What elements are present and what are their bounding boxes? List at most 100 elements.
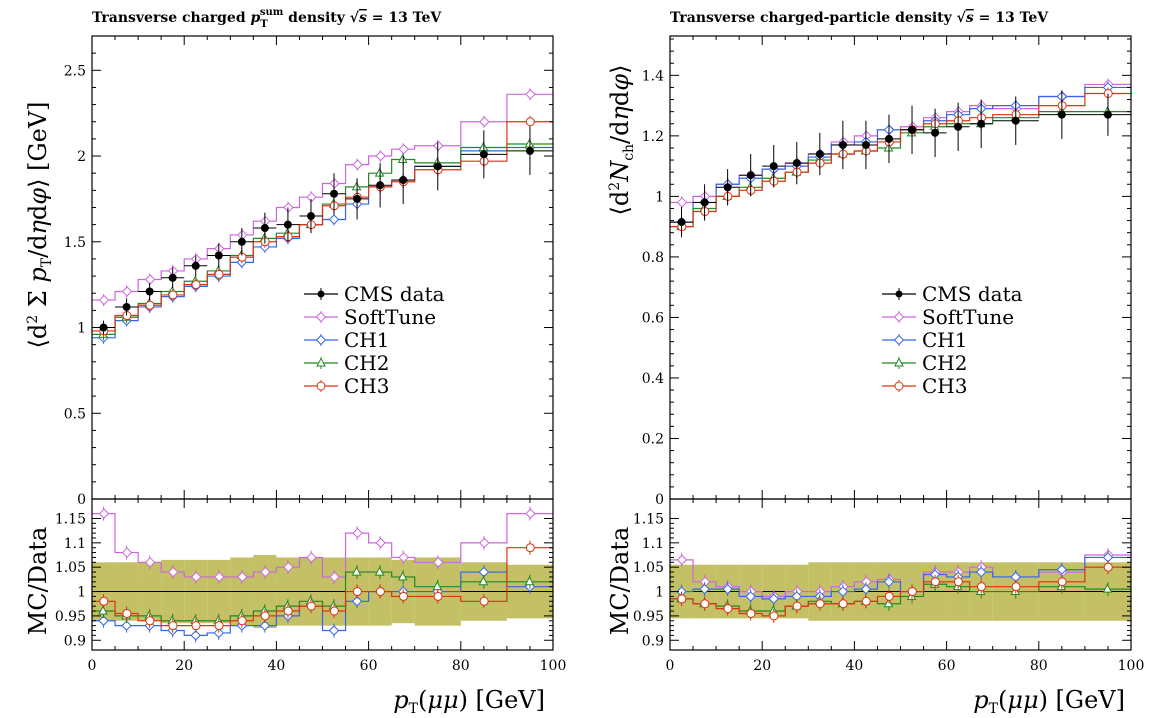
ratio-point — [351, 596, 363, 607]
ratio-y-tick-label: 0.9 — [642, 633, 664, 649]
legend-label: SoftTune — [344, 305, 436, 329]
data-point — [99, 323, 108, 332]
x-tick-label: 60 — [360, 658, 378, 674]
ratio-y-tick-label: 1.05 — [633, 560, 664, 576]
y-tick-label: 1.4 — [642, 68, 664, 84]
y-tick-label: 0.4 — [642, 371, 664, 387]
legend-marker — [315, 311, 327, 323]
ratio-point — [884, 591, 894, 601]
ratio-point — [433, 591, 443, 601]
y-tick-label: 0.6 — [642, 310, 664, 326]
ratio-point — [237, 616, 247, 626]
ratio-point — [837, 586, 849, 597]
data-point — [700, 198, 709, 207]
ratio-point — [677, 594, 687, 604]
data-point — [145, 287, 154, 296]
left-xlabel: pT(μμ) [GeV] — [393, 686, 545, 717]
ratio-point — [524, 576, 535, 586]
legend-marker — [316, 357, 326, 367]
series-point — [191, 280, 201, 290]
series-point — [375, 150, 386, 162]
y-tick-label: 1.5 — [64, 235, 86, 251]
data-point — [525, 146, 534, 155]
ratio-y-tick-label: 0.9 — [64, 633, 86, 649]
ratio-point — [352, 527, 363, 539]
ratio-y-tick-label: 1 — [655, 585, 664, 601]
ratio-point — [283, 606, 293, 616]
main-frame — [91, 35, 554, 500]
ratio-point — [768, 593, 779, 605]
right-ylabel: ⟨d2Nch/dηdφ⟩ — [606, 65, 637, 216]
ratio-point — [191, 621, 201, 631]
legend-label: CH1 — [344, 328, 389, 352]
ratio-point — [98, 605, 108, 615]
ratio-point — [883, 576, 895, 588]
x-tick-label: 40 — [267, 658, 285, 674]
y-tick-label: 2.5 — [64, 63, 86, 79]
data-point — [861, 140, 870, 149]
ratio-point — [168, 621, 178, 631]
data-point — [260, 224, 269, 233]
ratio-point — [191, 571, 202, 583]
ratio-point — [190, 630, 201, 641]
ratio-point — [479, 596, 489, 606]
series-point — [145, 300, 155, 310]
data-point — [1103, 110, 1112, 119]
x-tick-label: 20 — [753, 658, 771, 674]
ratio-point — [121, 547, 133, 558]
data-point — [838, 140, 847, 149]
ratio-point — [769, 611, 779, 621]
y-tick-label: 0 — [77, 492, 86, 508]
x-tick-label: 60 — [938, 658, 956, 674]
legend-label: CH2 — [922, 351, 967, 375]
data-point — [954, 122, 963, 131]
ratio-point — [1011, 582, 1021, 592]
data-point — [168, 273, 177, 282]
data-point — [977, 119, 986, 128]
ratio-point — [122, 608, 132, 618]
ratio-point — [953, 577, 963, 587]
series-point — [525, 117, 535, 127]
ratio-point — [699, 583, 710, 595]
data-point — [792, 159, 801, 168]
y-tick-label: 0.5 — [64, 406, 86, 422]
ratio-point — [976, 582, 986, 592]
data-point — [376, 181, 385, 190]
x-tick-label: 80 — [452, 658, 470, 674]
ratio-line-softtune — [92, 513, 553, 578]
x-tick-label: 20 — [175, 658, 193, 674]
ratio-point — [167, 566, 179, 578]
series-point — [398, 143, 409, 155]
x-tick-label: 100 — [1118, 658, 1145, 674]
data-point — [884, 134, 893, 143]
data-point — [330, 189, 339, 198]
data-point — [306, 212, 315, 221]
ratio-y-tick-label: 1.1 — [642, 536, 664, 552]
ratio-point — [99, 596, 109, 606]
data-point — [479, 150, 488, 159]
data-point — [815, 150, 824, 159]
left-ratio-ylabel: MC/Data — [24, 527, 52, 636]
data-point — [237, 237, 246, 246]
data-point — [677, 218, 686, 227]
ratio-point — [525, 543, 535, 553]
left-panel: Transverse charged pTsum density √s = 13… — [24, 7, 566, 717]
legend-label: CMS data — [344, 282, 445, 306]
x-tick-label: 0 — [88, 658, 97, 674]
ratio-point — [214, 571, 225, 583]
series-point — [98, 294, 110, 306]
data-point — [433, 162, 442, 171]
ratio-point — [479, 537, 490, 549]
ratio-y-tick-label: 1.05 — [55, 560, 86, 576]
y-tick-label: 1 — [77, 321, 86, 337]
ratio-point — [352, 587, 362, 597]
ratio-y-tick-label: 0.95 — [633, 609, 664, 625]
legend-marker — [315, 334, 327, 346]
ratio-point — [259, 620, 271, 631]
ratio-point — [260, 611, 270, 621]
right-ratio-ylabel: MC/Data — [606, 527, 634, 636]
ratio-line-ch1 — [670, 556, 1131, 600]
ratio-y-tick-label: 0.95 — [55, 609, 86, 625]
y-tick-label: 0.8 — [642, 250, 664, 266]
